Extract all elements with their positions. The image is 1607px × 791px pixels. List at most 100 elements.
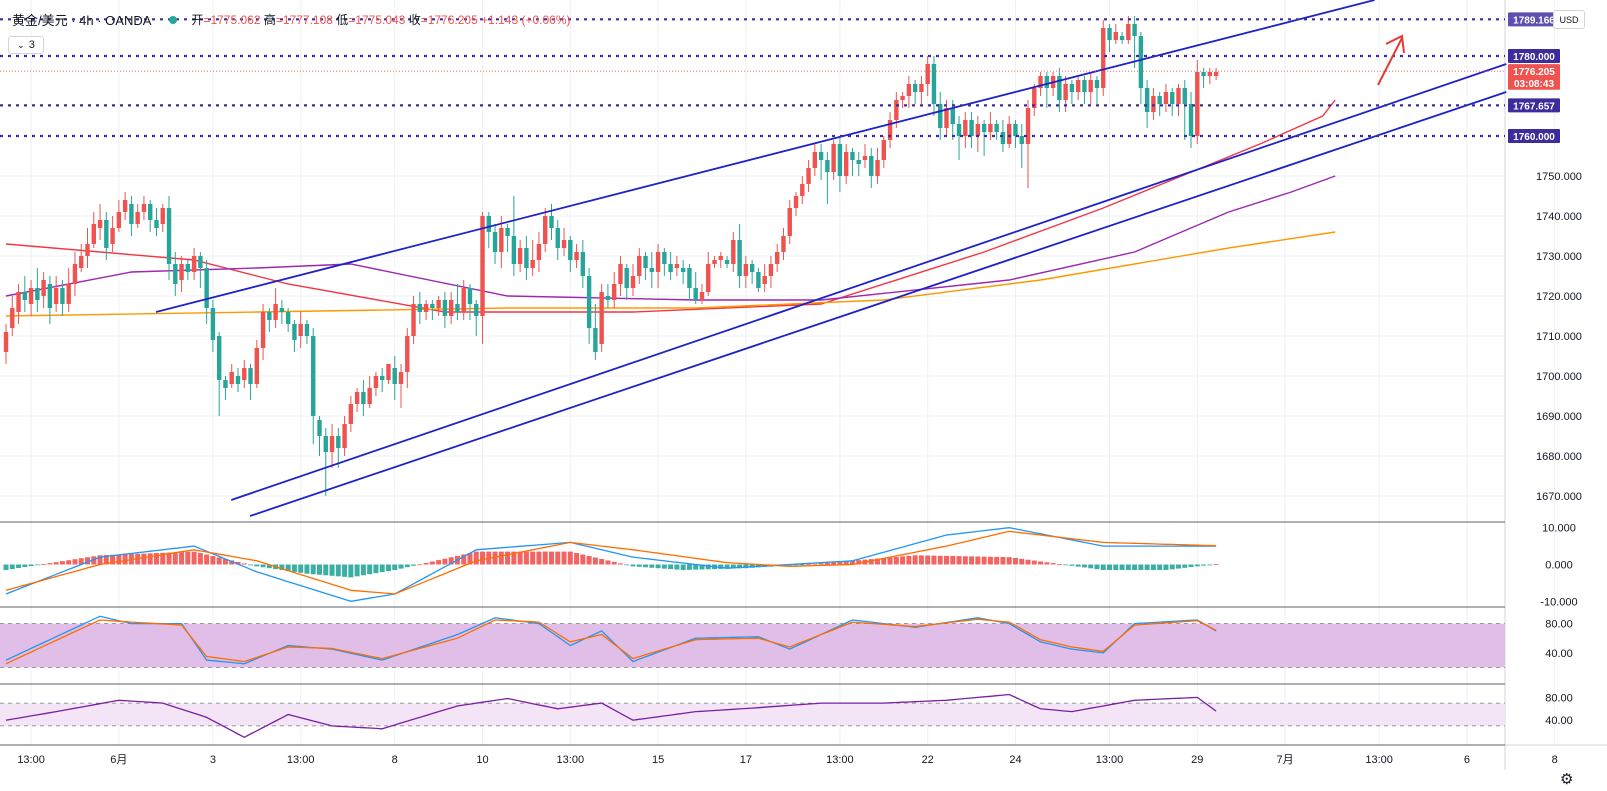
candle-body bbox=[1151, 96, 1156, 112]
candle-body bbox=[292, 324, 297, 340]
symbol-title[interactable]: 黄金/美元 · 4h · OANDA bbox=[12, 13, 152, 28]
candle-body bbox=[875, 160, 880, 176]
macd-histogram-bar bbox=[743, 564, 749, 569]
macd-histogram-bar bbox=[693, 564, 699, 570]
candle-body bbox=[862, 156, 868, 160]
macd-histogram-bar bbox=[298, 564, 304, 573]
macd-histogram-bar bbox=[699, 564, 705, 570]
macd-histogram-bar bbox=[511, 551, 517, 565]
macd-histogram-bar bbox=[141, 553, 147, 565]
macd-histogram-bar bbox=[1006, 557, 1012, 565]
macd-histogram-bar bbox=[643, 564, 649, 568]
macd-y-tick: -10.000 bbox=[1540, 596, 1577, 608]
macd-histogram-bar bbox=[216, 557, 222, 565]
macd-histogram-bar bbox=[185, 551, 191, 565]
candle-body bbox=[342, 424, 347, 448]
candle-body bbox=[693, 288, 698, 300]
macd-histogram-bar bbox=[1182, 564, 1188, 568]
candle-body bbox=[1138, 36, 1144, 88]
ohlc-readout: 开=1775.062 高=1777.108 低=1775.043 收=1776.… bbox=[191, 11, 570, 28]
macd-histogram-bar bbox=[611, 561, 617, 565]
moving-average-line bbox=[5, 99, 1336, 313]
candle-body bbox=[91, 224, 96, 244]
macd-histogram-bar bbox=[517, 551, 523, 565]
macd-histogram-bar bbox=[843, 561, 849, 565]
macd-histogram-bar bbox=[9, 564, 15, 570]
candle-body bbox=[35, 288, 40, 300]
macd-histogram-bar bbox=[849, 560, 855, 565]
macd-histogram-bar bbox=[254, 564, 260, 567]
macd-histogram-bar bbox=[536, 551, 542, 565]
indicators-toggle-button[interactable]: ⌄ 3 bbox=[8, 36, 44, 54]
macd-histogram-bar bbox=[555, 551, 561, 565]
macd-histogram-bar bbox=[1157, 564, 1163, 571]
macd-histogram-bar bbox=[1031, 560, 1037, 565]
candle-body bbox=[361, 392, 366, 404]
candle-body bbox=[762, 276, 767, 284]
candle-body bbox=[1119, 36, 1125, 40]
macd-y-tick: 0.000 bbox=[1545, 560, 1573, 572]
macd-histogram-bar bbox=[567, 551, 573, 565]
macd-histogram-bar bbox=[291, 564, 297, 572]
macd-histogram-bar bbox=[147, 553, 153, 565]
candle-body bbox=[1101, 28, 1106, 88]
candle-body bbox=[1069, 84, 1075, 92]
macd-histogram-bar bbox=[241, 563, 247, 565]
gear-icon[interactable]: ⚙ bbox=[1560, 771, 1574, 788]
macd-histogram-bar bbox=[893, 556, 899, 565]
macd-histogram-bar bbox=[586, 556, 592, 565]
candle-body bbox=[837, 144, 843, 176]
macd-histogram-bar bbox=[354, 564, 360, 577]
change-value: +1.143 (+0.06%) bbox=[481, 13, 571, 27]
macd-histogram-bar bbox=[574, 553, 580, 565]
candle-body bbox=[843, 152, 849, 176]
macd-histogram-bar bbox=[335, 564, 341, 577]
macd-histogram-bar bbox=[360, 564, 366, 576]
currency-button[interactable]: USD bbox=[1553, 10, 1585, 29]
candle-body bbox=[887, 120, 893, 140]
y-tick-label: 1720.000 bbox=[1536, 291, 1582, 303]
macd-histogram-bar bbox=[191, 551, 197, 565]
macd-histogram-bar bbox=[1038, 561, 1044, 565]
candle-body bbox=[1019, 136, 1024, 144]
macd-histogram-bar bbox=[423, 562, 429, 565]
candle-body bbox=[204, 268, 209, 308]
rsi-y-tick: 40.00 bbox=[1545, 715, 1573, 727]
candle-body bbox=[79, 256, 84, 268]
candle-body bbox=[793, 196, 799, 208]
macd-histogram-bar bbox=[103, 555, 109, 565]
macd-histogram-bar bbox=[548, 551, 554, 565]
candle-body bbox=[386, 364, 391, 380]
macd-histogram-bar bbox=[530, 551, 536, 565]
candle-body bbox=[781, 236, 786, 252]
macd-histogram-bar bbox=[856, 560, 862, 565]
macd-histogram-bar bbox=[279, 564, 285, 571]
candle-body bbox=[66, 284, 71, 304]
candle-body bbox=[304, 324, 310, 336]
macd-histogram-bar bbox=[317, 564, 322, 575]
macd-histogram-bar bbox=[53, 562, 59, 565]
candle-body bbox=[818, 152, 824, 160]
price-label-box bbox=[1508, 49, 1560, 63]
macd-histogram-bar bbox=[831, 562, 837, 565]
candle-body bbox=[467, 288, 473, 304]
macd-histogram-bar bbox=[442, 558, 448, 565]
macd-histogram-bar bbox=[222, 558, 228, 565]
candle-body bbox=[869, 156, 874, 176]
rsi-line bbox=[5, 693, 1217, 739]
candle-body bbox=[549, 216, 554, 228]
macd-histogram-bar bbox=[975, 556, 981, 565]
candle-body bbox=[1088, 80, 1093, 92]
macd-histogram-bar bbox=[91, 556, 97, 565]
candle-body bbox=[812, 152, 818, 168]
macd-histogram-bar bbox=[473, 551, 479, 565]
price-label: 03:08:43 bbox=[1514, 79, 1554, 90]
macd-histogram-bar bbox=[248, 564, 254, 566]
candle-body bbox=[599, 292, 604, 344]
macd-histogram-bar bbox=[373, 564, 379, 574]
macd-histogram-bar bbox=[1175, 564, 1181, 569]
y-tick-label: 1710.000 bbox=[1536, 331, 1582, 343]
macd-histogram-bar bbox=[956, 556, 962, 565]
macd-histogram-bar bbox=[110, 554, 116, 565]
